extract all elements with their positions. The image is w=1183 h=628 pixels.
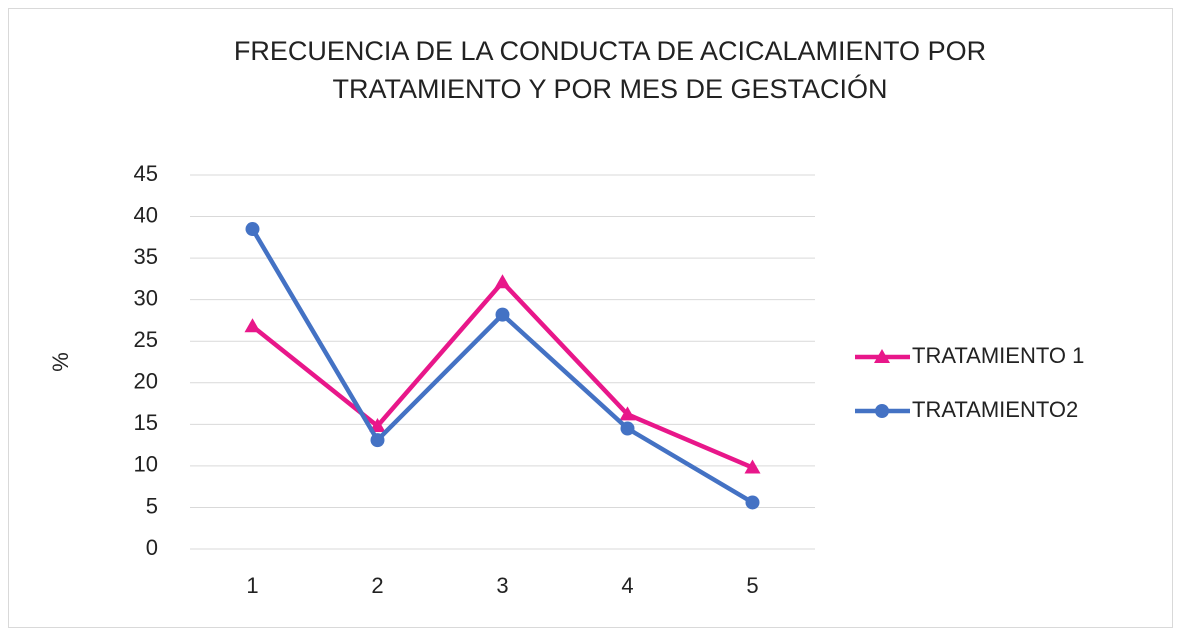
point [619,406,636,421]
point [744,459,761,474]
y-tick-label: 15 [134,410,158,435]
page: FRECUENCIA DE LA CONDUCTA DE ACICALAMIEN… [8,8,1173,628]
y-tick-label: 25 [134,327,158,352]
legend-label: TRATAMIENTO2 [912,397,1078,422]
y-tick-label: 0 [146,535,158,560]
point [495,307,510,322]
point [745,495,760,510]
point [875,404,889,418]
x-tick-label: 4 [621,573,633,598]
y-axis-label: % [48,352,73,372]
chart-title: FRECUENCIA DE LA CONDUCTA DE ACICALAMIEN… [233,36,987,104]
point [494,274,511,289]
x-tick-label: 2 [371,573,383,598]
point [620,421,635,436]
x-tick-label: 5 [746,573,758,598]
y-tick-label: 30 [134,285,158,310]
point [245,222,260,237]
y-tick-label: 45 [134,161,158,186]
x-tick-label: 3 [496,573,508,598]
y-tick-label: 5 [146,493,158,518]
point [370,433,385,448]
point [874,349,890,363]
x-tick-label: 1 [246,573,258,598]
y-tick-label: 20 [134,369,158,394]
point [244,318,261,333]
series-line [250,227,754,505]
y-tick-label: 35 [134,244,158,269]
point [369,417,386,432]
legend-label: TRATAMIENTO 1 [912,343,1084,368]
y-tick-label: 40 [134,202,158,227]
y-tick-label: 10 [134,452,158,477]
